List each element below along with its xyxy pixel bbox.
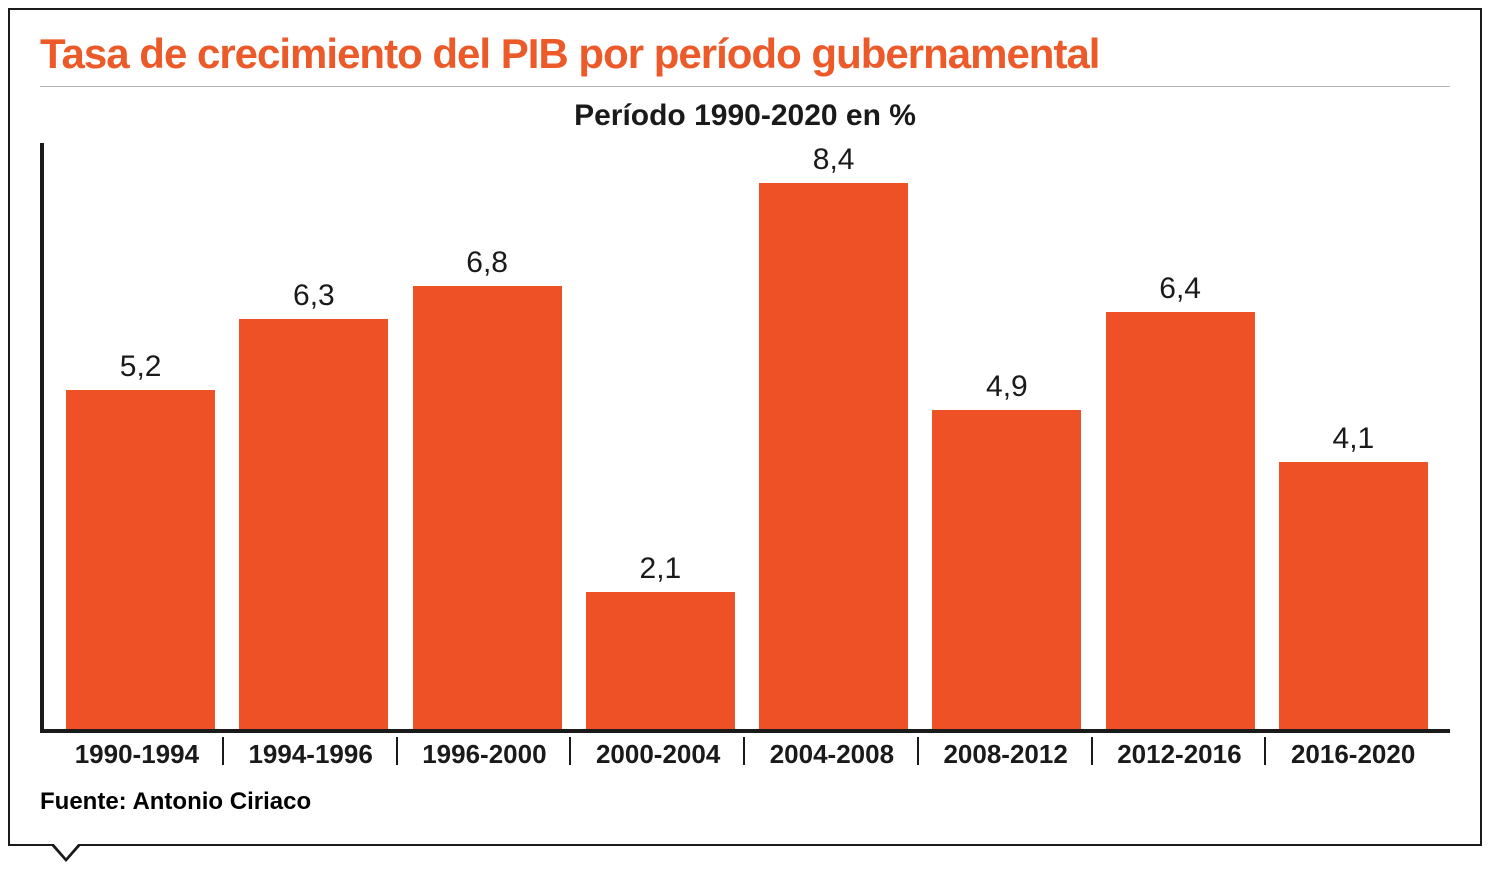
- bar-group: 2,1: [574, 143, 747, 729]
- bar-group: 8,4: [747, 143, 920, 729]
- bar: [1106, 312, 1255, 729]
- bar: [932, 410, 1081, 729]
- bar: [413, 286, 562, 729]
- bar-value-label: 2,1: [640, 552, 682, 586]
- bar-group: 6,8: [401, 143, 574, 729]
- bar: [759, 183, 908, 729]
- bar-value-label: 5,2: [120, 350, 162, 384]
- chart-container: Tasa de crecimiento del PIB por período …: [8, 8, 1482, 846]
- bar-group: 6,4: [1094, 143, 1267, 729]
- speech-bubble-tail: [50, 844, 82, 862]
- bar-value-label: 6,3: [293, 279, 335, 313]
- bar: [66, 390, 215, 729]
- x-axis-label: 1990-1994: [50, 739, 224, 770]
- bar-value-label: 6,8: [466, 246, 508, 280]
- x-axis-label: 2012-2016: [1093, 739, 1267, 770]
- bar-group: 4,9: [920, 143, 1093, 729]
- x-axis-label: 1994-1996: [224, 739, 398, 770]
- x-axis-label: 2004-2008: [745, 739, 919, 770]
- bar-value-label: 4,1: [1333, 422, 1375, 456]
- bar: [239, 319, 388, 729]
- bar-value-label: 4,9: [986, 370, 1028, 404]
- source-label: Fuente: Antonio Ciriaco: [40, 788, 1450, 816]
- bar-value-label: 6,4: [1159, 272, 1201, 306]
- x-axis-label: 2000-2004: [571, 739, 745, 770]
- chart-title: Tasa de crecimiento del PIB por período …: [40, 30, 1450, 87]
- bar-group: 4,1: [1267, 143, 1440, 729]
- x-axis: 1990-19941994-19961996-20002000-20042004…: [40, 739, 1450, 770]
- bar-value-label: 8,4: [813, 143, 855, 177]
- bar: [1279, 462, 1428, 729]
- bar-group: 5,2: [54, 143, 227, 729]
- bar: [586, 592, 735, 729]
- x-axis-label: 1996-2000: [398, 739, 572, 770]
- x-axis-label: 2016-2020: [1266, 739, 1440, 770]
- x-axis-label: 2008-2012: [919, 739, 1093, 770]
- chart-subtitle: Período 1990-2020 en %: [40, 99, 1450, 133]
- bar-group: 6,3: [227, 143, 400, 729]
- plot-area: 5,2 6,3 6,8 2,1 8,4 4,9 6,4 4,1: [40, 143, 1450, 733]
